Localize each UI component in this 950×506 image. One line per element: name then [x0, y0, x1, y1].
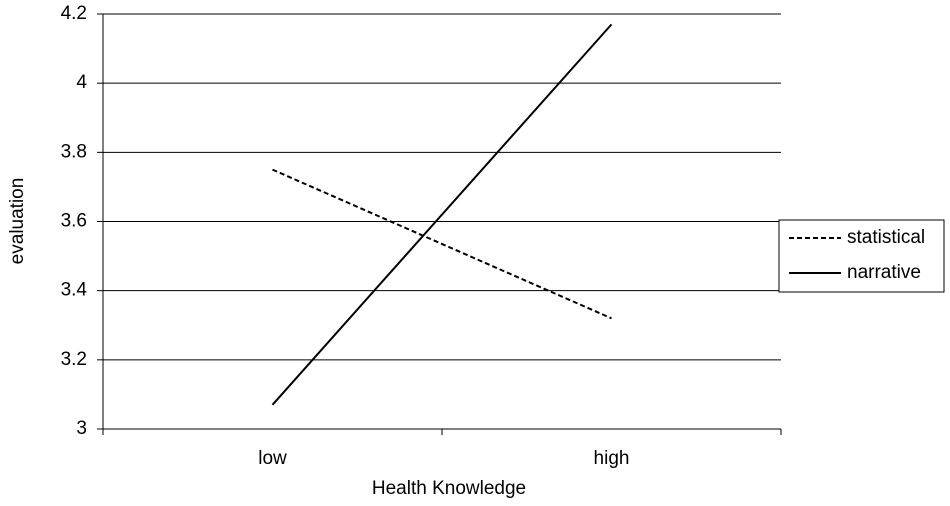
y-tick-label: 4 — [76, 72, 87, 93]
series-line — [272, 168, 612, 320]
series-line — [271, 23, 613, 406]
legend-label: narrative — [847, 262, 921, 283]
x-tick-label: low — [258, 448, 287, 469]
y-axis-label: evaluation — [7, 178, 28, 265]
y-tick-label: 4.2 — [61, 3, 87, 24]
y-tick-label: 3.4 — [61, 280, 88, 301]
x-tick-label: high — [594, 448, 630, 469]
y-tick-label: 3.2 — [61, 349, 87, 370]
legend-label: statistical — [847, 227, 925, 248]
y-tick-label: 3 — [76, 418, 87, 439]
y-tick-label: 3.8 — [61, 141, 87, 162]
legend-box — [778, 219, 945, 293]
x-axis-label: Health Knowledge — [372, 478, 526, 499]
y-tick-label: 3.6 — [61, 211, 87, 232]
